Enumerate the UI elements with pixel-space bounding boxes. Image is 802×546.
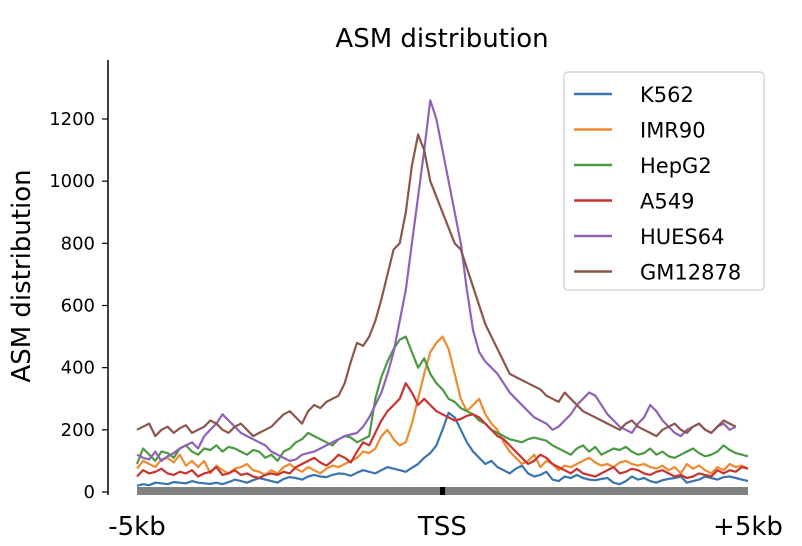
series-group [135, 99, 749, 487]
y-axis: 0 200 400 600 800 1000 1200 [49, 60, 109, 503]
y-tick-label: 600 [61, 296, 95, 317]
legend-label: HepG2 [640, 154, 712, 178]
x-tick-label: -5kb [108, 512, 165, 542]
series-line-gm12878 [136, 133, 737, 438]
legend-label: HUES64 [640, 225, 724, 249]
x-axis: -5kb TSS +5kb [108, 487, 783, 542]
legend-box [563, 71, 765, 291]
series-line-imr90 [136, 335, 749, 476]
legend: K562 IMR90 HepG2 A549 HUES64 GM12878 [563, 71, 765, 291]
y-tick-label: 800 [61, 233, 95, 254]
x-tick-label: +5kb [713, 512, 783, 542]
series-line-hues64 [136, 99, 737, 462]
y-tick-label: 1000 [49, 171, 95, 192]
legend-label: A549 [640, 190, 694, 214]
y-tick-label: 1200 [49, 109, 95, 130]
series-line-hepg2 [135, 335, 749, 465]
legend-label: GM12878 [640, 261, 741, 285]
legend-label: IMR90 [640, 119, 706, 143]
y-tick-label: 0 [84, 482, 95, 503]
chart-title: ASM distribution [335, 24, 548, 54]
y-tick-label: 200 [61, 420, 95, 441]
x-tick-label: TSS [417, 512, 467, 542]
series-line-k562 [136, 411, 749, 487]
series-line-a549 [136, 382, 749, 480]
y-tick-label: 400 [61, 358, 95, 379]
tss-marker [440, 487, 445, 495]
legend-label: K562 [640, 83, 694, 107]
y-axis-label: ASM distribution [7, 169, 37, 382]
